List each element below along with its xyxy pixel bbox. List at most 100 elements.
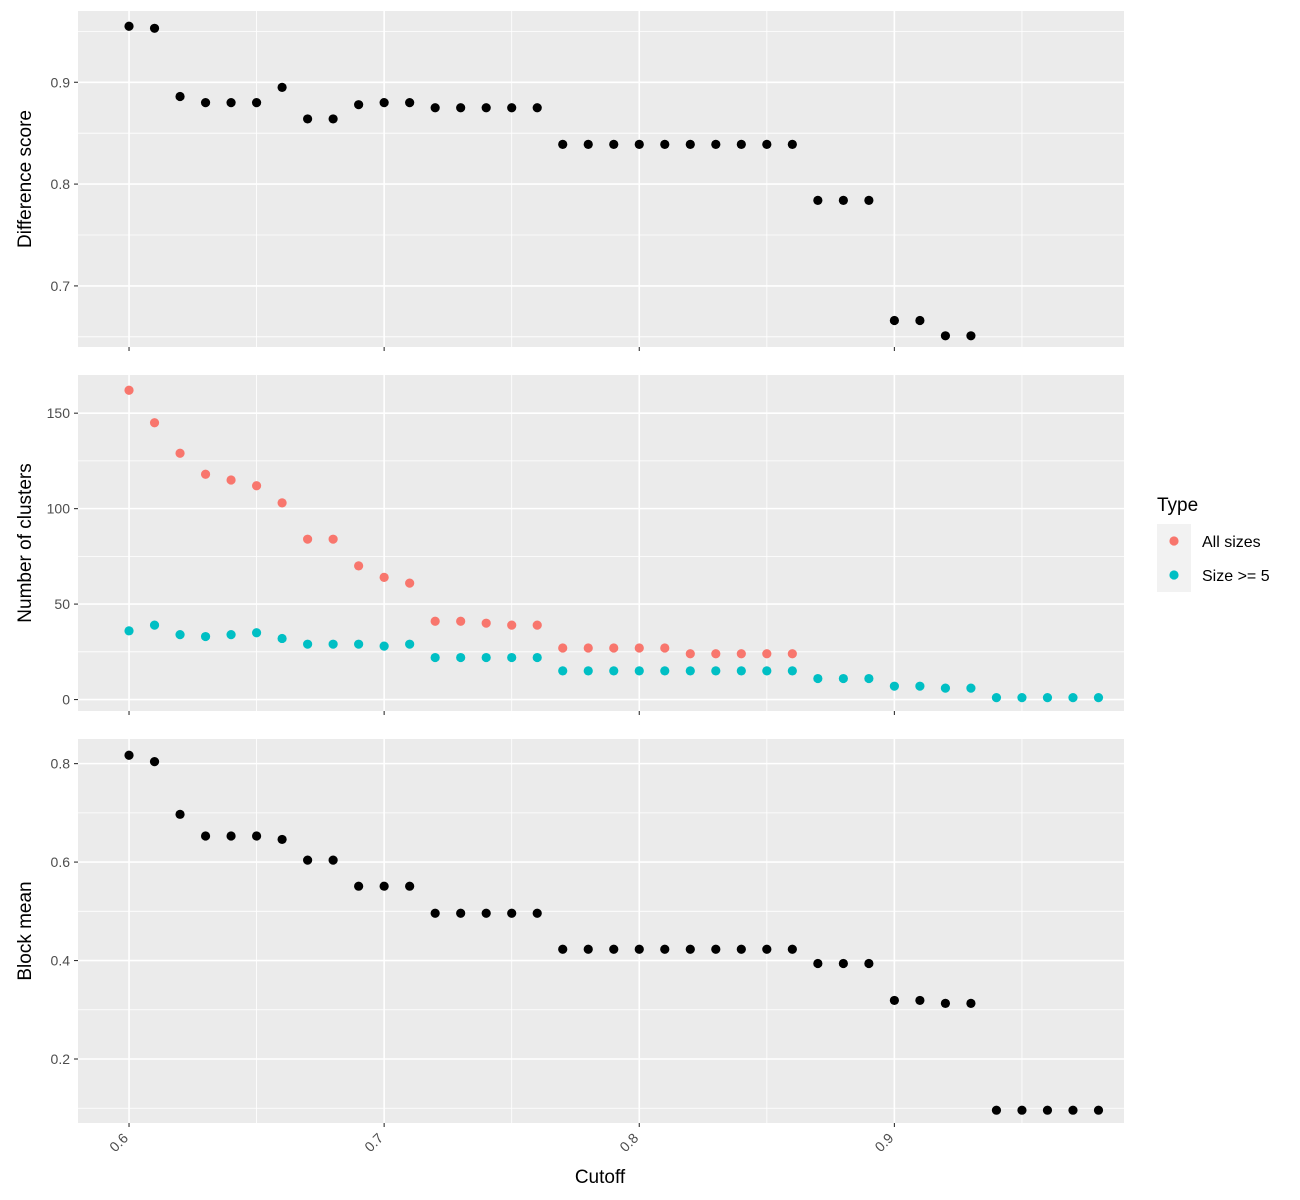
data-point (685, 649, 695, 659)
data-point (379, 572, 389, 582)
data-point (200, 831, 211, 841)
data-point (762, 944, 772, 954)
data-point (915, 315, 925, 326)
panel-middle: 0 50 100 150 Number of clusters (15, 375, 1124, 715)
y-axis-title: Block mean (15, 881, 36, 980)
data-point (609, 643, 619, 653)
data-point (328, 534, 338, 544)
data-point (354, 561, 364, 571)
data-point (736, 139, 746, 149)
data-point (787, 666, 797, 676)
data-point (660, 944, 670, 954)
data-point (507, 620, 517, 630)
data-point (736, 649, 746, 659)
data-point (532, 908, 542, 918)
data-point (762, 666, 772, 676)
legend-key-size-5 (1169, 570, 1179, 580)
data-point (1068, 1105, 1078, 1115)
data-point (175, 448, 185, 458)
data-point (481, 103, 491, 113)
data-point (379, 641, 389, 651)
data-point (889, 681, 899, 691)
data-point (1093, 693, 1104, 703)
data-point (507, 908, 517, 918)
series-points (124, 750, 1104, 1115)
data-point (354, 639, 364, 649)
data-point (711, 139, 721, 149)
data-point (634, 944, 644, 954)
data-point (430, 908, 440, 918)
x-axis-title: Cutoff (575, 1167, 626, 1188)
data-point (532, 620, 542, 630)
data-point (175, 809, 185, 819)
data-point (456, 103, 466, 113)
data-point (762, 139, 772, 149)
data-point (1042, 693, 1053, 703)
data-point (124, 21, 134, 31)
data-point (532, 103, 542, 113)
data-point (175, 91, 185, 102)
data-point (711, 649, 721, 659)
data-point (787, 139, 797, 149)
data-point (481, 652, 491, 663)
data-point (889, 995, 899, 1006)
data-point (685, 666, 695, 676)
data-point (609, 944, 619, 954)
data-point (328, 114, 338, 124)
data-point (558, 944, 568, 954)
data-point (507, 652, 517, 663)
data-point (966, 998, 976, 1008)
data-point (583, 666, 593, 676)
y-tick-label: 0.2 (51, 1051, 71, 1067)
data-point (762, 649, 772, 659)
data-point (405, 639, 415, 649)
data-point (940, 998, 951, 1008)
data-point (583, 139, 593, 149)
data-point (736, 944, 746, 954)
data-point (864, 673, 874, 684)
data-point (609, 666, 619, 676)
data-point (864, 195, 874, 205)
x-tick-label: 0.9 (871, 1130, 896, 1155)
data-point (583, 643, 593, 653)
data-point (685, 139, 695, 149)
data-point (634, 643, 644, 653)
data-point (456, 908, 466, 918)
data-point (532, 652, 542, 663)
data-point (787, 649, 797, 659)
data-point (149, 620, 160, 630)
data-point (226, 831, 236, 841)
data-point (456, 616, 466, 626)
y-tick-label: 0 (62, 692, 70, 708)
data-point (303, 855, 313, 865)
data-point (354, 100, 364, 110)
data-point (456, 652, 466, 663)
data-point (864, 958, 874, 969)
data-point (124, 385, 134, 395)
data-point (660, 139, 670, 149)
data-point (609, 139, 619, 149)
data-point (405, 98, 415, 108)
data-point (226, 630, 236, 640)
data-point (838, 673, 848, 684)
panel-background (78, 11, 1124, 347)
x-tick-label: 0.6 (106, 1130, 131, 1155)
legend-key-all-sizes (1169, 536, 1179, 546)
panel-background (78, 375, 1124, 711)
data-point (430, 652, 440, 663)
data-point (430, 616, 440, 626)
y-tick-label: 0.6 (51, 854, 71, 870)
data-point (379, 98, 389, 108)
data-point (634, 139, 644, 149)
data-point (328, 855, 338, 865)
data-point (507, 103, 517, 113)
data-point (251, 628, 262, 638)
legend-label-size-5: Size >= 5 (1202, 568, 1270, 585)
data-point (558, 666, 568, 676)
data-point (277, 834, 287, 845)
data-point (303, 114, 313, 124)
data-point (277, 633, 287, 644)
data-point (200, 631, 211, 642)
data-point (124, 626, 134, 636)
